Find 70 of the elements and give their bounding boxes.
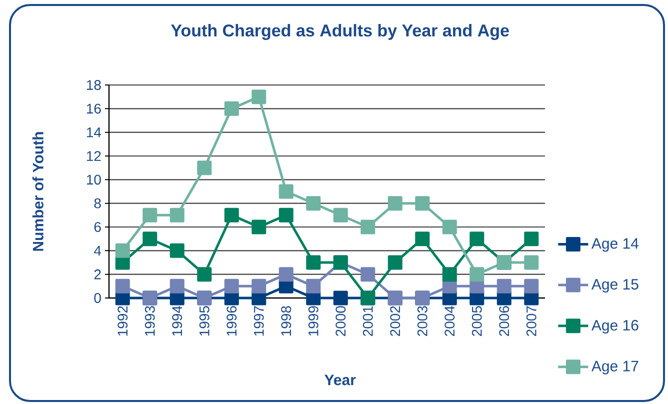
point	[415, 232, 430, 246]
point	[224, 208, 239, 222]
point	[115, 243, 130, 258]
point	[142, 232, 158, 246]
point	[170, 243, 184, 258]
x-tick-label: 2000	[336, 306, 346, 336]
point	[278, 267, 294, 282]
y-tick-label: 0	[94, 293, 101, 303]
point	[333, 290, 348, 306]
x-tick-label: 1998	[281, 306, 292, 336]
point	[278, 184, 294, 199]
legend-label: Age 16	[591, 320, 638, 334]
point	[415, 196, 430, 211]
point	[388, 255, 402, 270]
y-tick-label: 14	[86, 128, 102, 138]
y-tick-label: 16	[86, 104, 101, 114]
point	[333, 208, 348, 222]
y-tick-label: 4	[94, 246, 102, 256]
point	[278, 208, 294, 222]
x-tick-label: 1999	[308, 306, 318, 336]
point	[470, 267, 484, 282]
x-tick-label: 2006	[499, 306, 510, 336]
point	[360, 267, 376, 282]
y-axis-title: Number of Youth	[32, 132, 44, 251]
x-tick-label: 2004	[444, 306, 455, 336]
point	[306, 255, 321, 270]
point	[252, 90, 266, 104]
x-tick-label: 2003	[417, 306, 428, 336]
x-tick-label: 2002	[390, 306, 400, 336]
legend-label: Age 15	[591, 279, 638, 293]
x-tick-label: 2005	[472, 306, 482, 336]
y-tick-label: 12	[86, 151, 101, 161]
point	[442, 267, 457, 282]
point	[170, 278, 184, 294]
point	[115, 278, 130, 294]
y-tick-label: 10	[86, 174, 101, 185]
y-tick-label: 6	[94, 222, 101, 232]
point	[442, 220, 457, 234]
point	[360, 220, 376, 234]
point	[197, 267, 212, 282]
legend-label: Age 17	[591, 360, 638, 374]
x-tick-label: 1997	[254, 306, 264, 336]
point	[470, 232, 484, 246]
y-tick-label: 8	[94, 198, 101, 208]
point	[306, 278, 321, 294]
x-tick-label: 1992	[118, 306, 128, 336]
point	[252, 278, 266, 294]
point	[524, 278, 539, 294]
y-tick-label: 18	[86, 80, 101, 90]
point	[197, 160, 212, 176]
x-tick-label: 1995	[199, 306, 210, 336]
point	[142, 208, 158, 222]
point	[224, 101, 239, 116]
point	[524, 232, 539, 246]
legend-label: Age 14	[591, 238, 639, 252]
point	[306, 196, 321, 211]
point	[170, 208, 184, 222]
point	[224, 278, 239, 294]
x-tick-label: 2001	[362, 306, 373, 336]
x-tick-label: 1993	[144, 306, 155, 336]
point	[388, 196, 402, 211]
y-tick-label: 2	[94, 269, 101, 280]
x-tick-label: 1994	[172, 306, 182, 336]
x-tick-label: 1996	[226, 306, 237, 336]
point	[496, 278, 512, 294]
point	[524, 255, 539, 270]
x-tick-label: 2007	[526, 306, 536, 336]
chart-title: Youth Charged as Adults by Year and Age	[170, 24, 509, 40]
x-axis-title: Year	[324, 374, 356, 386]
point	[252, 220, 266, 234]
